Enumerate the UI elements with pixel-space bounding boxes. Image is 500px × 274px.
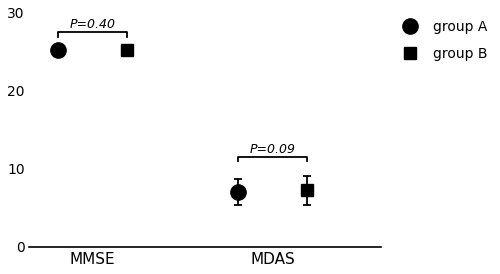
Legend: group A, group B: group A, group B [391, 15, 492, 66]
Text: P=0.09: P=0.09 [250, 142, 296, 156]
Text: P=0.40: P=0.40 [70, 18, 116, 31]
